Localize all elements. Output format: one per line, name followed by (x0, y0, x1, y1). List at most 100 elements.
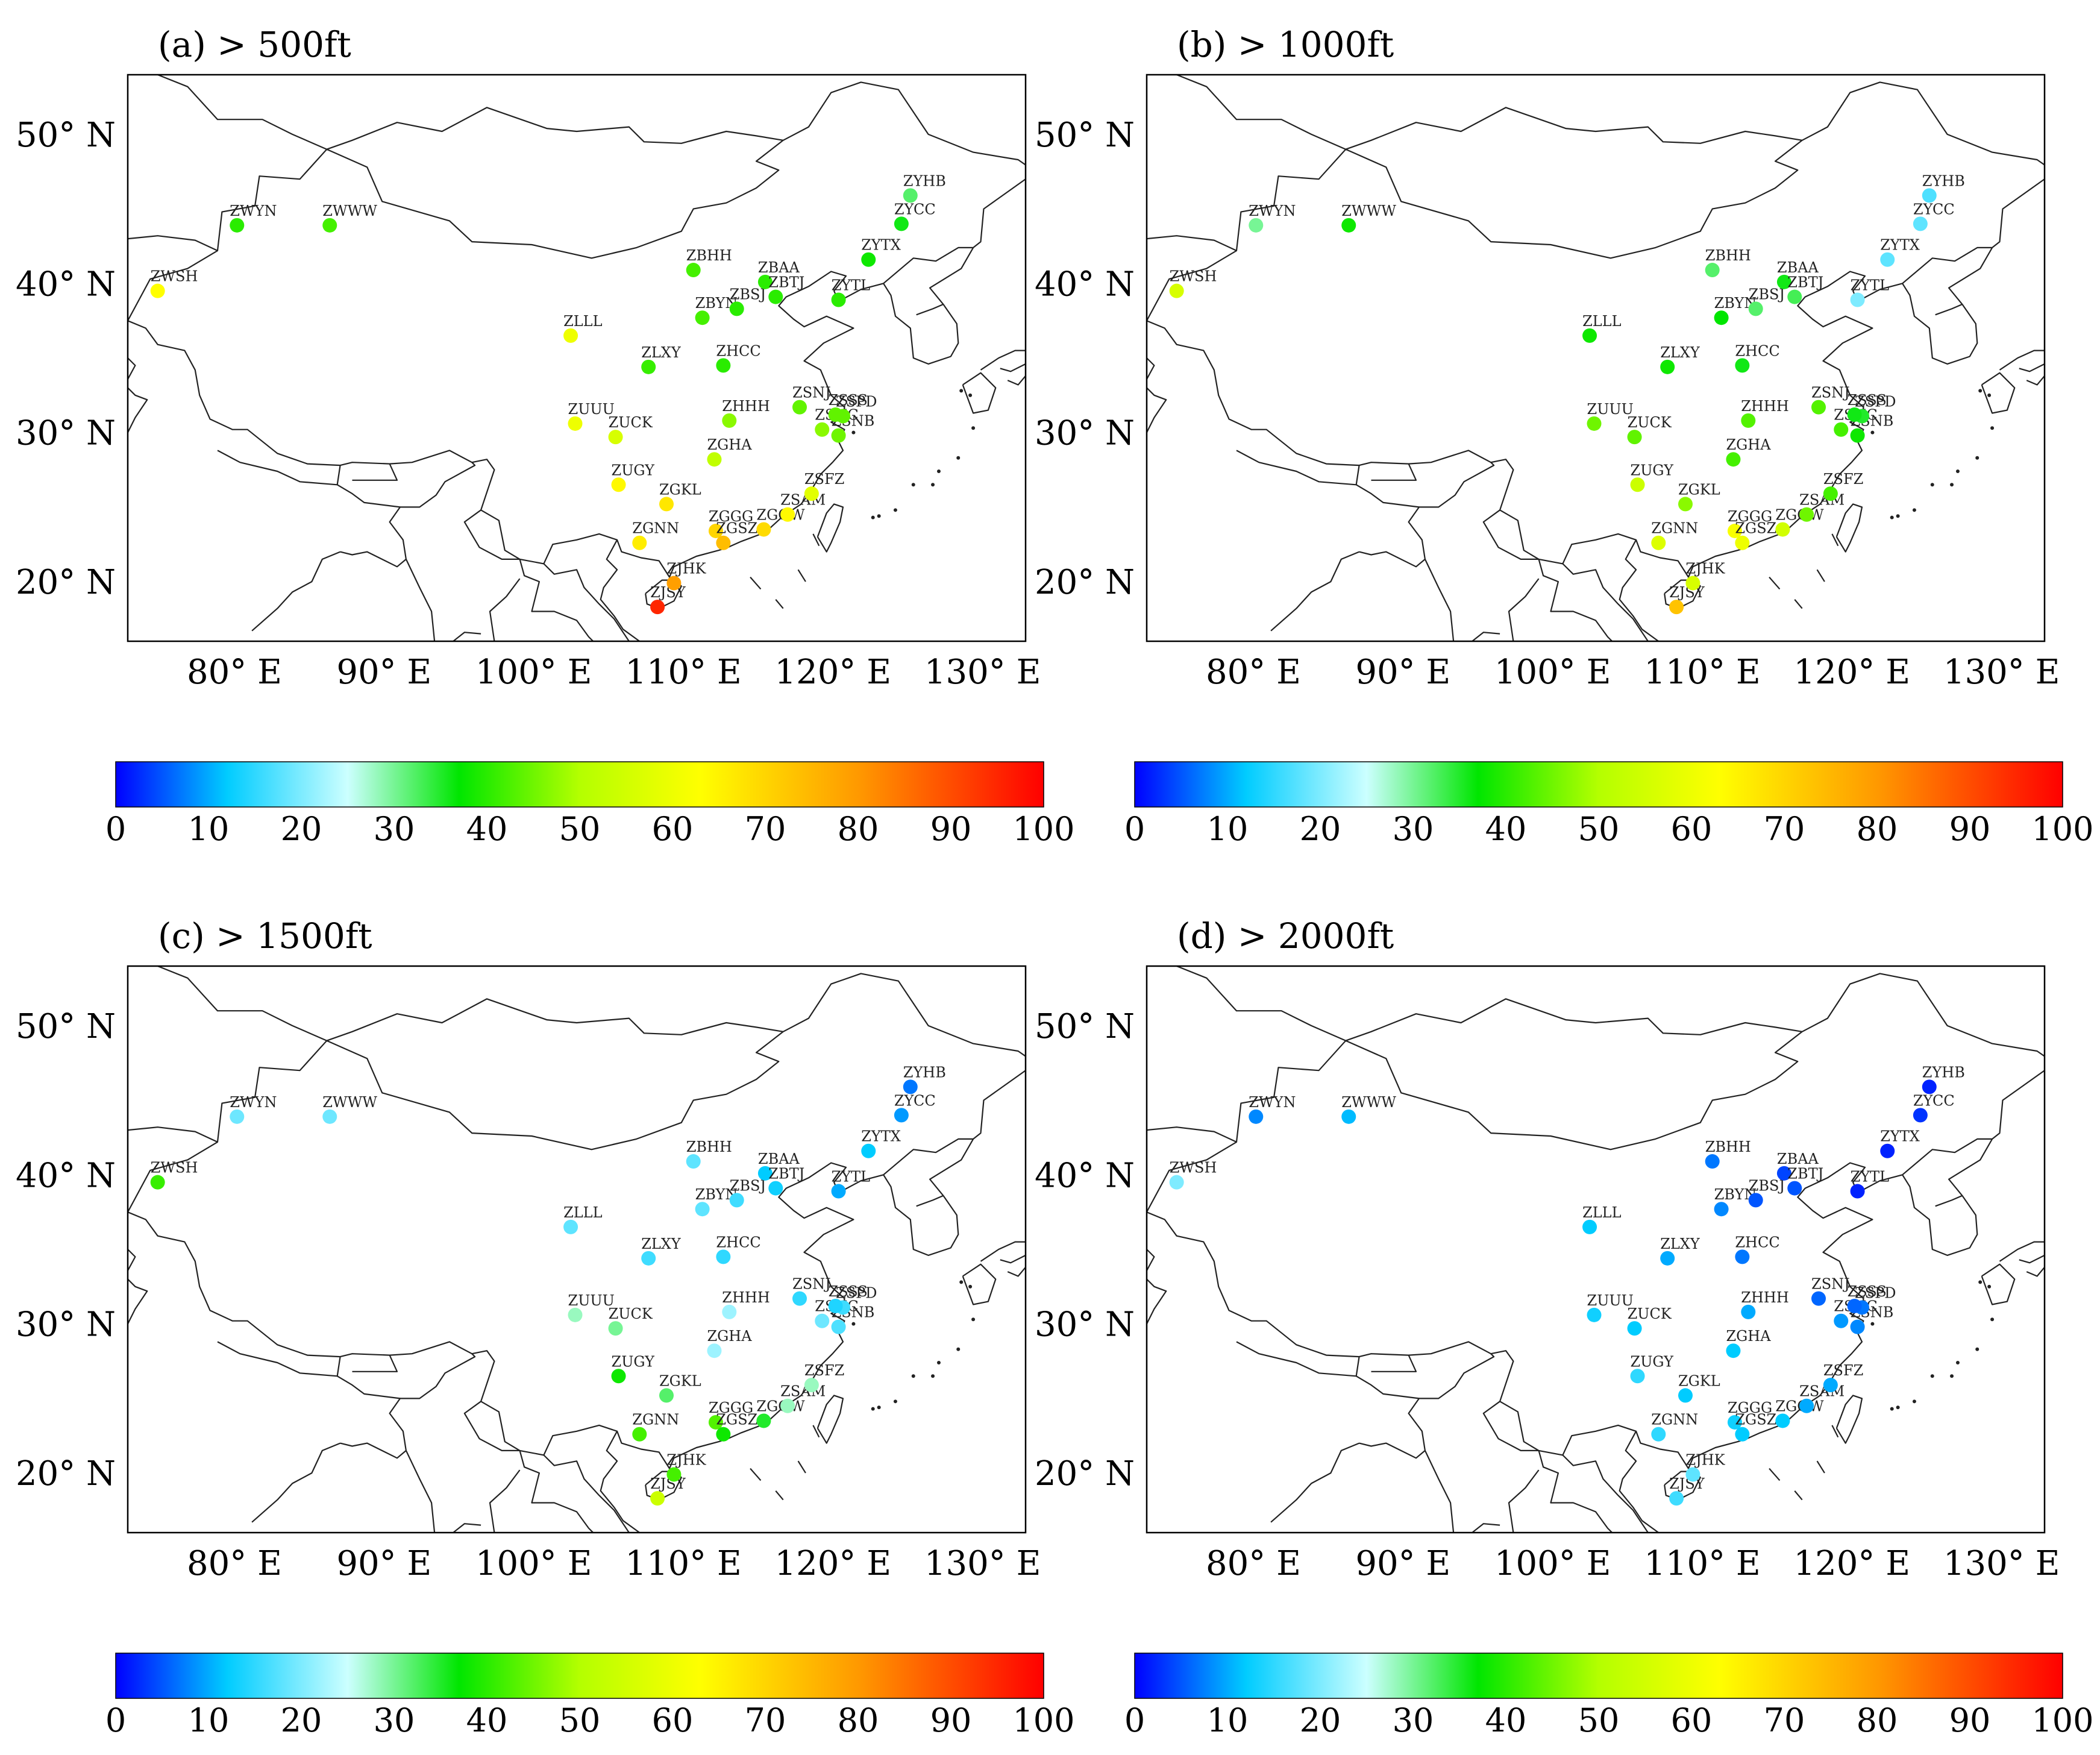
station-label: ZWYN (1249, 202, 1296, 219)
island-mark (871, 1407, 875, 1411)
lon-tick-label: 110° E (625, 1544, 742, 1583)
border-line (86, 324, 128, 358)
station-dot-zjhk (666, 1467, 682, 1482)
station-label: ZGSZ (716, 520, 757, 537)
colorbar-tick-label: 10 (188, 810, 230, 848)
border-line (645, 1471, 682, 1501)
station-dot-zsfz (1823, 1378, 1838, 1393)
border-line (1508, 1469, 1540, 1533)
station-label: ZWYN (230, 202, 277, 219)
station-dot-zbhh (686, 1154, 701, 1169)
station-dot-zwyn (1249, 1109, 1264, 1124)
station-dot-zlll (1582, 1219, 1597, 1234)
station-label: ZWSH (151, 1160, 198, 1176)
border-line (128, 1249, 148, 1325)
station-label: ZYCC (894, 1092, 936, 1109)
station-label: ZYTX (1880, 1128, 1920, 1145)
station-dot-zbaa (757, 274, 773, 289)
station-dot-zycc (1913, 1108, 1928, 1123)
border-line (405, 1450, 436, 1533)
station-dot-zbtj (768, 289, 783, 304)
station-label: ZUUU (1587, 401, 1634, 418)
station-label: ZHHH (722, 1289, 769, 1306)
station-dot-zgsz (1735, 1427, 1750, 1442)
colorbar-tick-label: 50 (1578, 1701, 1620, 1739)
station-dot-zugy (1630, 477, 1645, 492)
station-dot-zyhb (1922, 188, 1937, 203)
border-line (1236, 450, 1360, 486)
station-dot-zytl (1850, 292, 1865, 307)
station-label: ZSAM (1799, 1383, 1845, 1400)
station-dot-zwww (1341, 1109, 1356, 1124)
lat-tick-label: 20° N (1035, 1454, 1135, 1493)
island-mark (911, 1374, 915, 1378)
border-line (2019, 363, 2045, 372)
station-label: ZGHA (707, 436, 752, 453)
border-line (1000, 1254, 1026, 1264)
station-dot-zbyn (1714, 1202, 1729, 1217)
station-label: ZHHH (1741, 398, 1788, 415)
border-line (1562, 1454, 1650, 1533)
colorbar-tick-label: 80 (838, 1701, 879, 1739)
colorbar-tick-label: 60 (1671, 1701, 1713, 1739)
country-borders (1147, 75, 2045, 641)
station-dot-zhcc (1735, 358, 1750, 373)
colorbar-gradient (115, 1653, 1044, 1699)
border-line (1105, 1215, 1147, 1249)
station-dot-zugy (611, 477, 626, 492)
station-label: ZYHB (903, 1064, 946, 1081)
station-dot-zgkl (1678, 497, 1693, 512)
station-label: ZSPD (836, 1284, 877, 1301)
border-line (600, 1431, 641, 1533)
colorbar-tick-label: 30 (374, 1701, 415, 1739)
station-dot-zyhb (903, 1079, 918, 1094)
island-mark (877, 1405, 881, 1410)
island-mark (959, 1280, 964, 1284)
station-label: ZSPD (1855, 393, 1896, 410)
border-line (1902, 1138, 1993, 1256)
station-dot-zwsh (1169, 1175, 1184, 1190)
island-mark (1870, 430, 1875, 435)
border-line (962, 1263, 997, 1305)
station-dot-zjsy (1669, 600, 1684, 615)
colorbar-tick-label: 60 (652, 1701, 694, 1739)
colorbar-tick-label: 50 (1578, 810, 1620, 848)
colorbar-tick-label: 80 (838, 810, 879, 848)
colorbar-tick-label: 100 (2031, 1701, 2093, 1739)
lat-tick-label: 30° N (1035, 414, 1135, 453)
station-label: ZLLL (563, 313, 603, 330)
border-line (1538, 559, 1613, 641)
station-dot-zgkl (659, 497, 674, 512)
station-label: ZGGG (1728, 508, 1772, 525)
station-dot-zgha (1726, 1343, 1741, 1358)
station-label: ZSNJ (792, 385, 831, 401)
border-line (1999, 1241, 2045, 1262)
map-frame (1146, 74, 2046, 642)
colorbar-tick-label: 40 (1485, 1701, 1527, 1739)
colorbar-tick-label: 20 (1300, 1701, 1341, 1739)
border-line (337, 1375, 407, 1459)
lon-tick-label: 130° E (924, 653, 1041, 692)
station-dot-zbsj (729, 1193, 744, 1208)
lon-tick-label: 110° E (1644, 1544, 1761, 1583)
island-mark (1987, 393, 1992, 397)
border-line (352, 1355, 398, 1372)
station-dot-zugy (611, 1369, 626, 1384)
border-line (1147, 357, 1167, 433)
station-label: ZYCC (1913, 201, 1955, 218)
sea-dash-line (797, 1460, 806, 1474)
station-label: ZLXY (641, 1235, 682, 1252)
station-label: ZLLL (563, 1204, 603, 1221)
station-dot-zhcc (716, 1249, 731, 1264)
border-line (1482, 509, 1539, 560)
island-mark (931, 1374, 935, 1378)
station-dot-zshc (815, 1313, 830, 1328)
lat-tick-label: 40° N (16, 1156, 116, 1195)
station-dot-zsnj (1811, 1291, 1826, 1306)
border-line (1424, 1450, 1455, 1533)
station-label: ZGKL (1678, 1372, 1720, 1389)
station-dot-zgsz (716, 535, 731, 550)
border-line (217, 1341, 341, 1377)
island-mark (936, 469, 941, 473)
station-label: ZWSH (1170, 1160, 1217, 1176)
